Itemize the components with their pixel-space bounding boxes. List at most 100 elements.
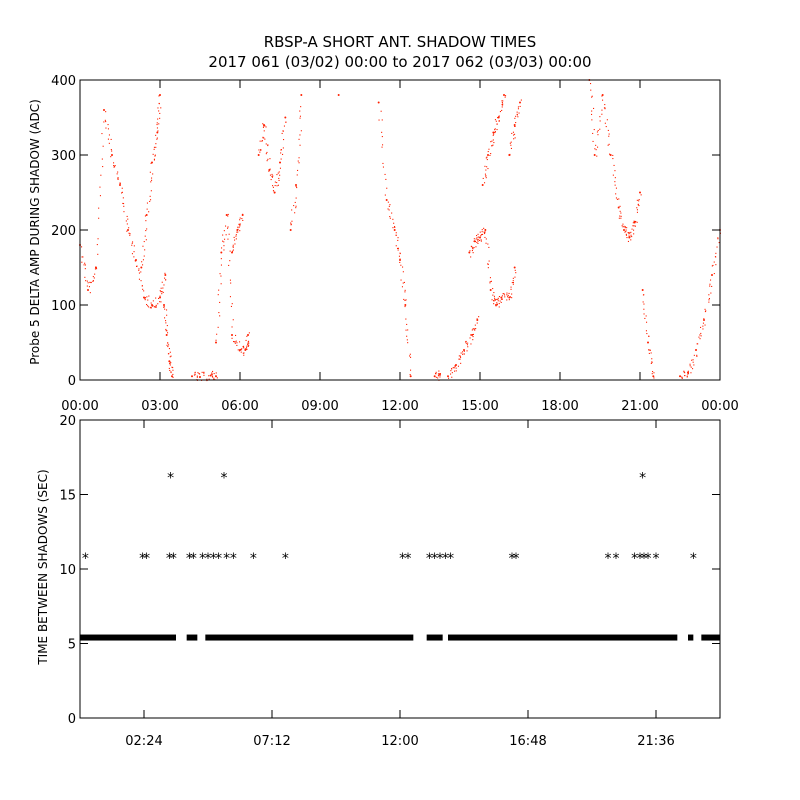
- trace-dot: [514, 137, 516, 139]
- trace-dot: [491, 140, 493, 142]
- trace-dot: [84, 268, 86, 270]
- baseline-markers: [186, 634, 198, 641]
- x-tick-label: 09:00: [301, 399, 338, 414]
- trace-dot: [208, 375, 210, 377]
- trace-dot: [388, 209, 390, 211]
- trace-dot: [294, 212, 296, 214]
- trace-dot: [166, 314, 168, 316]
- trace-dot: [232, 246, 234, 248]
- trace-dot: [295, 205, 297, 207]
- trace-dot: [274, 185, 276, 187]
- trace-dot: [229, 279, 231, 281]
- trace-dot: [159, 290, 161, 292]
- trace-dot: [169, 369, 171, 371]
- trace-dot: [259, 151, 261, 153]
- trace-dot: [154, 306, 156, 308]
- trace-dot: [265, 153, 267, 155]
- trace-dot: [499, 111, 501, 113]
- trace-dot: [451, 372, 453, 374]
- trace-dot: [102, 145, 104, 147]
- trace-dot: [142, 245, 144, 247]
- trace-dot: [248, 332, 250, 334]
- trace-dot: [158, 103, 160, 105]
- trace-dot: [699, 338, 701, 340]
- trace-dot: [138, 269, 140, 271]
- trace-dot: [613, 164, 615, 166]
- star-marker: *: [166, 551, 173, 567]
- trace-dot: [277, 184, 279, 186]
- trace-dot: [474, 329, 476, 331]
- data-point: [171, 375, 173, 378]
- star-marker: *: [186, 551, 193, 567]
- trace-dot: [651, 361, 653, 363]
- trace-dot: [382, 166, 384, 168]
- trace-dot: [511, 297, 513, 299]
- trace-dot: [626, 237, 628, 239]
- trace-dot: [276, 185, 278, 187]
- trace-dot: [260, 149, 262, 151]
- trace-dot: [513, 134, 515, 136]
- trace-dot: [702, 322, 704, 324]
- trace-dot: [480, 235, 482, 237]
- trace-dot: [273, 190, 275, 192]
- trace-dot: [477, 239, 479, 241]
- trace-dot: [459, 355, 461, 357]
- trace-dot: [497, 117, 499, 119]
- trace-dot: [164, 308, 166, 310]
- trace-dot: [651, 362, 653, 364]
- trace-dot: [163, 306, 165, 308]
- trace-dot: [231, 337, 233, 339]
- trace-dot: [651, 373, 653, 375]
- star-marker: *: [170, 551, 177, 567]
- trace-dot: [520, 99, 522, 101]
- trace-dot: [501, 102, 503, 104]
- trace-dot: [237, 226, 239, 228]
- trace-dot: [282, 130, 284, 132]
- trace-dot: [266, 151, 268, 153]
- data-point: [143, 296, 145, 299]
- trace-dot: [239, 230, 241, 232]
- trace-dot: [381, 119, 383, 121]
- trace-dot: [628, 235, 630, 237]
- trace-dot: [597, 134, 599, 136]
- data-point: [295, 184, 297, 186]
- trace-dot: [484, 182, 486, 184]
- trace-dot: [291, 209, 293, 211]
- trace-dot: [472, 246, 474, 248]
- trace-dot: [437, 375, 439, 377]
- trace-dot: [388, 205, 390, 207]
- trace-dot: [297, 169, 299, 171]
- trace-dot: [504, 96, 506, 98]
- trace-dot: [399, 261, 401, 263]
- trace-dot: [460, 356, 462, 358]
- trace-dot: [142, 259, 144, 261]
- trace-dot: [646, 333, 648, 335]
- x-tick-label: 03:00: [141, 399, 178, 414]
- trace-dot: [498, 306, 500, 308]
- trace-dot: [591, 96, 593, 98]
- trace-dot: [104, 119, 106, 121]
- series-trace: [679, 229, 721, 379]
- x-tick-label: 07:12: [253, 734, 290, 749]
- trace-dot: [164, 317, 166, 319]
- trace-dot: [154, 155, 156, 157]
- trace-dot: [643, 308, 645, 310]
- trace-dot: [604, 108, 606, 110]
- data-point: [487, 154, 489, 156]
- trace-dot: [510, 286, 512, 288]
- bottom-y-axis-label: TIME BETWEEN SHADOWS (SEC): [36, 469, 50, 665]
- trace-dot: [472, 339, 474, 341]
- trace-dot: [455, 367, 457, 369]
- trace-dot: [149, 200, 151, 202]
- trace-dot: [221, 247, 223, 249]
- trace-dot: [410, 369, 412, 371]
- trace-dot: [625, 229, 627, 231]
- trace-dot: [169, 362, 171, 364]
- star-marker: *: [250, 551, 257, 567]
- trace-dot: [229, 296, 231, 298]
- trace-dot: [86, 285, 88, 287]
- trace-dot: [511, 132, 513, 134]
- trace-dot: [450, 373, 452, 375]
- trace-dot: [491, 299, 493, 301]
- trace-dot: [105, 127, 107, 129]
